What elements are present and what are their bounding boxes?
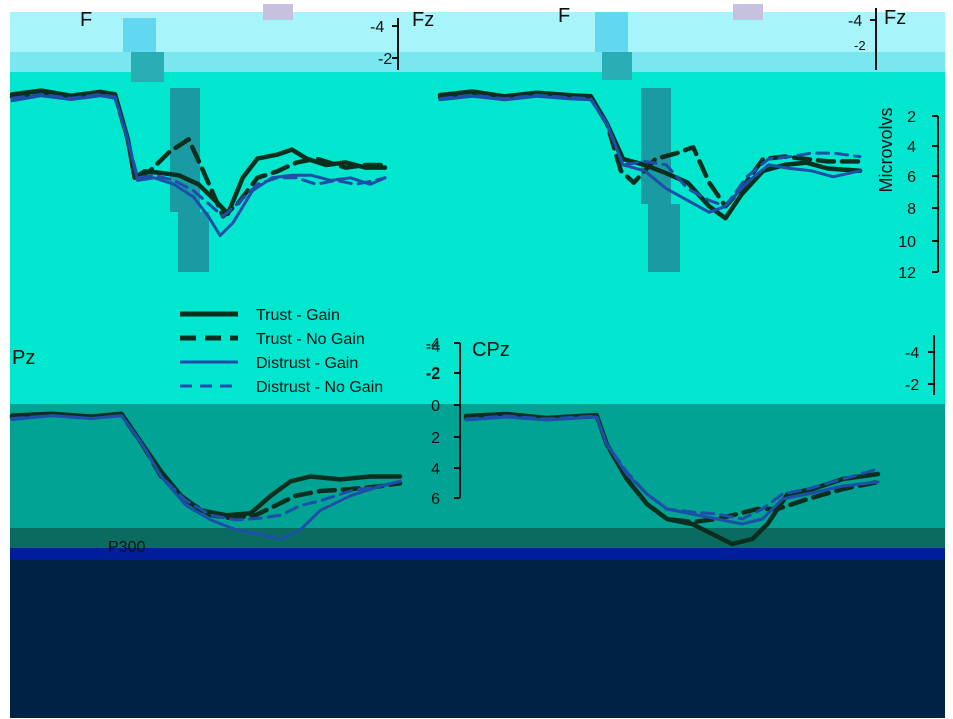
lower-teal-area [10,404,945,528]
neighbor-tick-label: -4 [370,19,384,36]
panel-title-fz-right: F [558,5,570,27]
window-mid [602,52,632,80]
background-bands [10,12,945,718]
main-aqua-area [10,72,945,404]
panel-cpz-right: -4 -2 0 2 4 6 [426,336,881,547]
lavender-square [733,4,763,20]
decorations [123,4,763,82]
y-tick-label: 2 [431,430,440,447]
y-tick-label: 4 [431,461,440,478]
y-tick-label: 4 [907,139,916,156]
panel-title-cpz-left: Pz [12,347,35,369]
analysis-window-right-upper [641,88,671,204]
neighbor-panel-title: Fz [412,9,434,31]
neighbor-tick-label: -2 [426,365,440,382]
analysis-window-right-lower [648,204,680,272]
series-line-distrust-no-gain [464,414,880,521]
bottom-navy-area [10,560,945,718]
series-line-trust-no-gain [9,90,388,219]
panel-title-cpz-right: CPz [472,339,510,361]
neighbor-tick-label: -4 [848,13,862,30]
analysis-window-label: P300 [108,539,145,556]
legend-label: Distrust - No Gain [256,379,383,396]
neighbor-tick-label: -4 [905,345,919,362]
lavender-square [263,4,293,20]
analysis-window-left-lower [178,212,209,272]
y-tick-label: 10 [898,234,916,251]
neighbor-panel-title: Fz [884,7,906,29]
series-line-distrust-no-gain [10,92,387,218]
series-line-distrust-no-gain [438,93,862,208]
legend: Trust - Gain Trust - No Gain Distrust - Ga… [180,307,383,396]
legend-label: Trust - No Gain [256,331,365,348]
legend-label: Distrust - Gain [256,355,358,372]
panel-fz-left [9,88,388,238]
y-tick-label: 12 [898,265,916,282]
window-top-light [595,12,628,52]
neighbor-tick-label: -2 [854,38,866,53]
y-tick-label: -4 [426,336,440,353]
neighbor-axis-fragments: -4 -2 Fz -4 -2 Fz -4 -2 -4 -2 [370,7,935,395]
y-axis-label: Microvolvs [876,107,896,192]
upper-band-strip [10,52,945,72]
panel-title-fz-left: F [80,9,92,31]
panel-cpz-left: P300 [9,411,403,556]
neighbor-tick-label: -2 [378,51,392,68]
window-mid [131,52,164,82]
neighbor-tick-label: -2 [905,377,919,394]
series-line-distrust-no-gain [10,414,402,522]
dark-band [10,528,945,548]
y-tick-label: 2 [907,109,916,126]
y-tick-label: 0 [431,398,440,415]
window-top-light [123,18,156,52]
y-tick-label: 6 [907,169,916,186]
navy-line [10,548,945,560]
neighbor-tick-label: -4 [426,339,440,356]
legend-label: Trust - Gain [256,307,340,324]
y-tick-label: 8 [907,201,916,218]
y-tick-label: -2 [426,366,440,383]
y-tick-label: 6 [431,491,440,508]
panel-fz-right: 2 4 6 8 10 12 Microvolvs [437,89,939,282]
